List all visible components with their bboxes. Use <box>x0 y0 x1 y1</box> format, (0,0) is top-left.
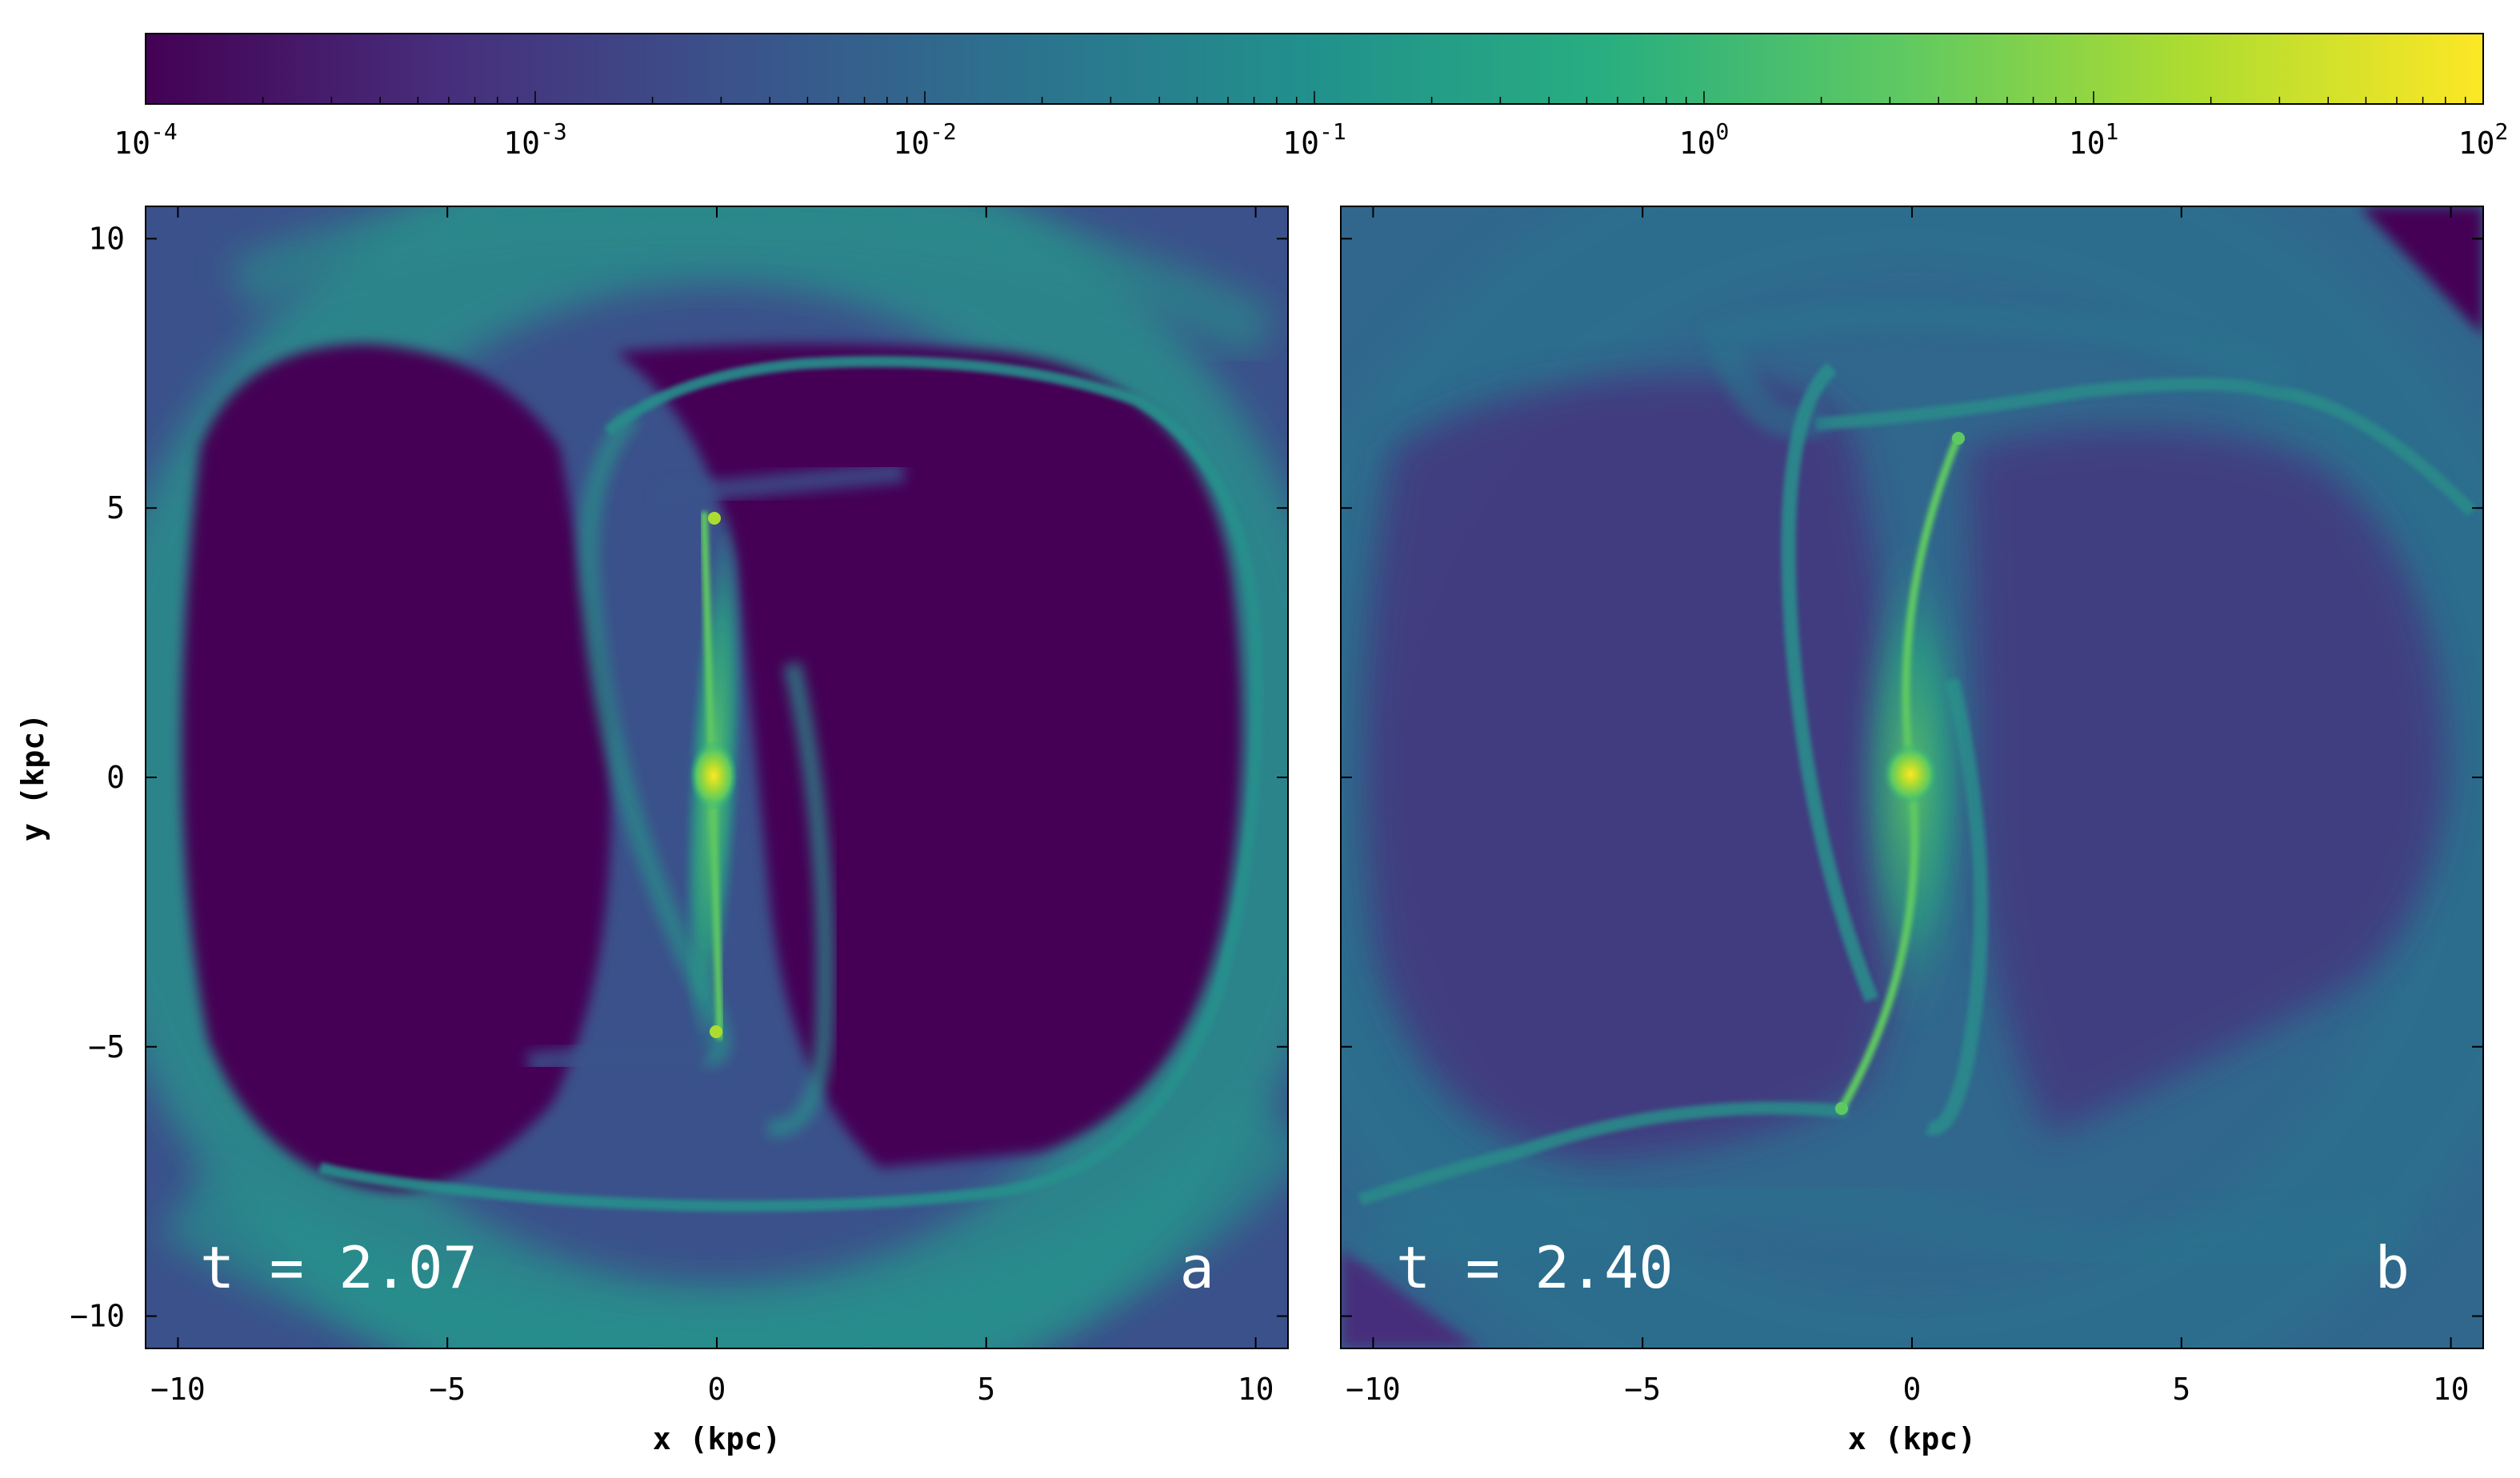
colorbar-tick-label: 10-4 <box>114 118 177 161</box>
x-tick-label: 0 <box>1903 1372 1922 1407</box>
x-axis-label-a: x (kpc) <box>653 1421 781 1456</box>
colorbar-tick-labels: 10-4 10-3 10-2 10-1 100 101 102 <box>114 118 2508 161</box>
panel-b: −10 −5 0 5 10 t = 2.40 b <box>1340 206 2484 1407</box>
colorbar-tick-label: 10-2 <box>893 118 956 161</box>
colorbar: 10-4 10-3 10-2 10-1 100 101 102 <box>114 33 2508 161</box>
panel-a-letter: a <box>1180 1234 1214 1301</box>
x-tick-label: 10 <box>1238 1372 1274 1407</box>
panel-a-time-label: t = 2.07 <box>200 1234 478 1301</box>
panel-a-ticks: −10 −5 0 5 10 −10 −5 0 5 10 <box>70 206 1288 1407</box>
colorbar-ticks <box>145 91 2466 104</box>
panel-a-image <box>146 206 1288 1348</box>
x-tick-label: −10 <box>150 1372 206 1407</box>
colorbar-tick-label: 102 <box>2458 118 2509 161</box>
x-tick-label: 5 <box>2172 1372 2190 1407</box>
colorbar-tick-label: 10-1 <box>1282 118 1346 161</box>
panel-b-image <box>1341 206 2483 1348</box>
colorbar-tick-label: 10-3 <box>503 118 566 161</box>
x-axis-label-b: x (kpc) <box>1848 1421 1976 1456</box>
x-tick-label: −5 <box>429 1372 466 1407</box>
panel-b-letter: b <box>2375 1234 2410 1301</box>
colorbar-tick-label: 101 <box>2069 118 2119 161</box>
panel-a: −10 −5 0 5 10 −10 −5 0 5 10 t = 2.07 a <box>70 206 1289 1407</box>
panel-b-time-label: t = 2.40 <box>1396 1234 1674 1301</box>
y-tick-label: 5 <box>106 490 125 525</box>
x-tick-label: 0 <box>708 1372 726 1407</box>
y-tick-label: −5 <box>88 1029 125 1065</box>
x-tick-label: 10 <box>2433 1372 2470 1407</box>
y-axis-label: y (kpc) <box>15 713 50 841</box>
y-tick-label: 0 <box>106 760 125 795</box>
x-tick-label: −5 <box>1624 1372 1661 1407</box>
x-tick-label: 5 <box>977 1372 995 1407</box>
colorbar-tick-label: 100 <box>1679 118 1730 161</box>
y-tick-label: 10 <box>88 221 125 256</box>
panel-b-ticks: −10 −5 0 5 10 <box>1341 206 2483 1407</box>
x-tick-label: −10 <box>1346 1372 1401 1407</box>
y-tick-label: −10 <box>70 1299 125 1334</box>
